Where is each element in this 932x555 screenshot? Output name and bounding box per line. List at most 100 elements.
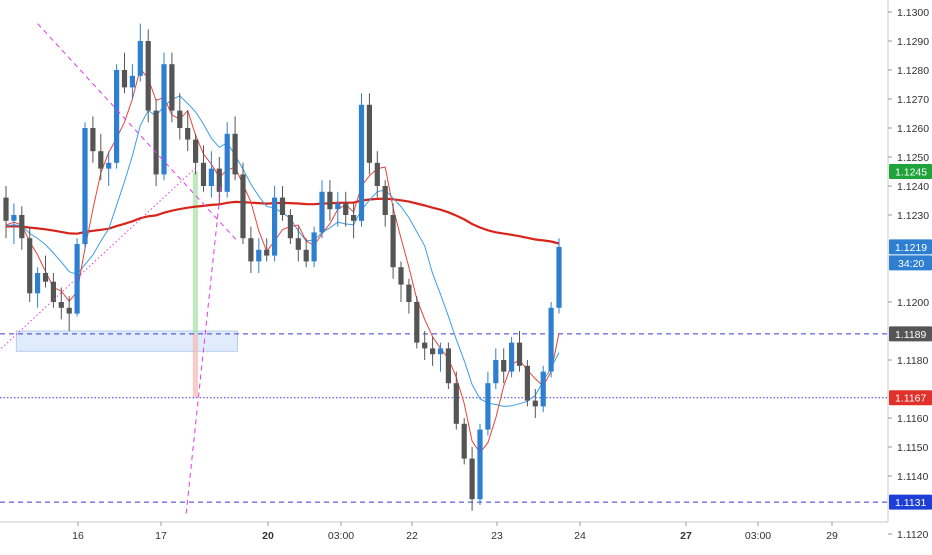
candle-body[interactable] bbox=[129, 75, 135, 88]
candle-body[interactable] bbox=[224, 133, 230, 192]
candle-body[interactable] bbox=[114, 70, 120, 163]
candle-body[interactable] bbox=[177, 110, 183, 128]
candle-body[interactable] bbox=[382, 186, 388, 215]
time-tick-label: 22 bbox=[406, 530, 418, 542]
candle-body[interactable] bbox=[532, 400, 538, 407]
candle-body[interactable] bbox=[461, 423, 467, 459]
current-price-badge bbox=[889, 239, 932, 255]
time-tick-label: 16 bbox=[72, 530, 84, 542]
trendline-3[interactable] bbox=[185, 185, 222, 514]
current-price-label: 1.1219 bbox=[895, 242, 927, 254]
candle-body[interactable] bbox=[390, 215, 396, 268]
candle-body[interactable] bbox=[437, 348, 444, 355]
candle-body[interactable] bbox=[509, 342, 515, 372]
candle-body[interactable] bbox=[121, 70, 128, 88]
candle-body[interactable] bbox=[422, 342, 428, 349]
candle-body[interactable] bbox=[406, 284, 412, 302]
candle-body[interactable] bbox=[311, 232, 317, 262]
level-1.1189-badge bbox=[889, 326, 932, 342]
time-tick-label: 17 bbox=[155, 530, 167, 542]
trendline-1[interactable] bbox=[37, 23, 238, 242]
candle-body[interactable] bbox=[430, 348, 436, 355]
candle-body[interactable] bbox=[35, 273, 41, 294]
candle-body[interactable] bbox=[453, 383, 459, 424]
candle-body[interactable] bbox=[145, 41, 151, 111]
candle-body[interactable] bbox=[366, 104, 372, 163]
time-tick-label: 20 bbox=[262, 530, 274, 542]
level-1.1131-label: 1.1131 bbox=[895, 497, 926, 509]
candle-body[interactable] bbox=[501, 360, 507, 372]
time-tick-label: 03:00 bbox=[328, 530, 354, 542]
price-tick-label: 1.1230 bbox=[897, 210, 929, 222]
candle-body[interactable] bbox=[50, 281, 56, 302]
candle-body[interactable] bbox=[358, 104, 365, 221]
stop-zone[interactable] bbox=[192, 333, 198, 398]
candle-body[interactable] bbox=[66, 307, 72, 314]
candle-body[interactable] bbox=[272, 197, 278, 256]
target-price-label: 1.1245 bbox=[895, 167, 927, 179]
candle-body[interactable] bbox=[343, 203, 349, 215]
candle-body[interactable] bbox=[524, 365, 530, 401]
candle-body[interactable] bbox=[208, 168, 214, 186]
candle-body[interactable] bbox=[169, 64, 175, 111]
price-tick-label: 1.1250 bbox=[897, 152, 929, 164]
candle-body[interactable] bbox=[200, 162, 207, 186]
candle-body[interactable] bbox=[11, 215, 17, 221]
candle-body[interactable] bbox=[540, 371, 546, 407]
candle-body[interactable] bbox=[351, 215, 357, 221]
candle-body[interactable] bbox=[216, 168, 222, 192]
candle-body[interactable] bbox=[185, 128, 191, 140]
candle-body[interactable] bbox=[548, 307, 554, 372]
candle-body[interactable] bbox=[256, 249, 262, 262]
candle-body[interactable] bbox=[232, 133, 238, 175]
candle-body[interactable] bbox=[193, 139, 199, 163]
candle-body[interactable] bbox=[335, 203, 341, 210]
candle-body[interactable] bbox=[556, 246, 562, 308]
candle-body[interactable] bbox=[414, 302, 420, 343]
target-zone[interactable] bbox=[192, 171, 198, 334]
candle-body[interactable] bbox=[42, 273, 49, 282]
candle-body[interactable] bbox=[82, 128, 88, 244]
candle-body[interactable] bbox=[477, 429, 483, 500]
support-zone[interactable] bbox=[15, 330, 238, 352]
candle-body[interactable] bbox=[3, 197, 9, 221]
candle-body[interactable] bbox=[137, 41, 143, 76]
price-tick-label: 1.1160 bbox=[897, 413, 928, 425]
candle-body[interactable] bbox=[98, 151, 104, 169]
candle-body[interactable] bbox=[58, 302, 64, 308]
candle-body[interactable] bbox=[74, 244, 80, 314]
candle-body[interactable] bbox=[161, 64, 167, 175]
candle-body[interactable] bbox=[19, 215, 25, 239]
trendline-2[interactable] bbox=[0, 165, 199, 349]
candle-body[interactable] bbox=[516, 342, 523, 366]
candle-body[interactable] bbox=[279, 197, 286, 215]
candle-body[interactable] bbox=[327, 191, 333, 210]
target-price-badge bbox=[889, 164, 932, 179]
price-tick-label: 1.1300 bbox=[897, 7, 929, 19]
time-tick-label: 03:00 bbox=[745, 530, 771, 542]
candle-body[interactable] bbox=[319, 191, 325, 233]
candle-body[interactable] bbox=[240, 174, 246, 239]
candle-body[interactable] bbox=[485, 383, 491, 430]
candle-body[interactable] bbox=[374, 162, 380, 186]
price-tick-label: 1.1120 bbox=[897, 529, 928, 541]
time-tick-label: 23 bbox=[491, 530, 503, 542]
price-tick-label: 1.1140 bbox=[897, 471, 928, 483]
candle-body[interactable] bbox=[398, 267, 404, 285]
candle-body[interactable] bbox=[153, 110, 159, 175]
candle-body[interactable] bbox=[27, 238, 33, 294]
candle-body[interactable] bbox=[303, 249, 309, 262]
price-tick-label: 1.1290 bbox=[897, 36, 929, 48]
candle-body[interactable] bbox=[295, 238, 301, 250]
candle-body[interactable] bbox=[469, 458, 475, 500]
candle-body[interactable] bbox=[106, 162, 112, 169]
candle-body[interactable] bbox=[90, 128, 96, 152]
candle-body[interactable] bbox=[248, 238, 254, 262]
candle-body[interactable] bbox=[445, 348, 451, 384]
candle-body[interactable] bbox=[287, 215, 293, 239]
candle-body[interactable] bbox=[493, 360, 499, 384]
fast-moving-average-line bbox=[5, 67, 560, 454]
candle-body[interactable] bbox=[264, 249, 270, 256]
